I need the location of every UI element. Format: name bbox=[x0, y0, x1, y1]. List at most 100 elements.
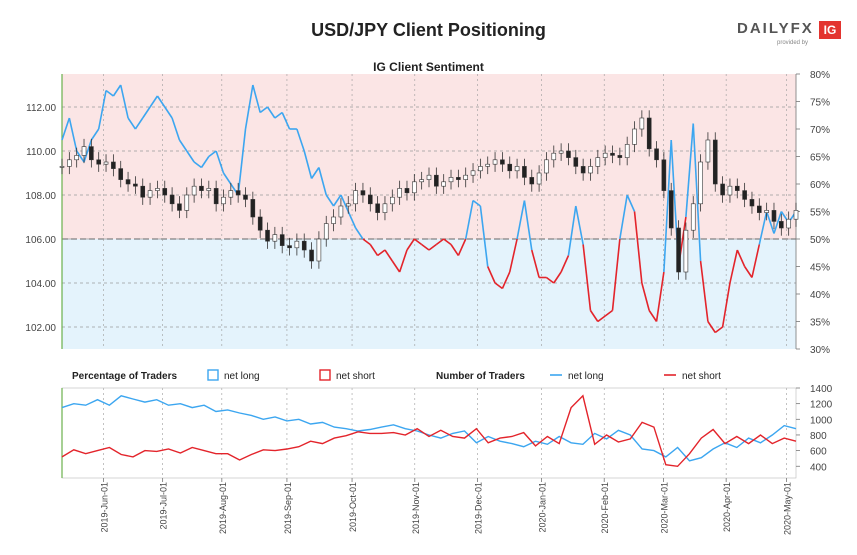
candle-body bbox=[177, 203, 182, 211]
x-tick-label: 2020-May-01 bbox=[783, 482, 793, 535]
sentiment-segment bbox=[171, 117, 181, 141]
sentiment-segment bbox=[479, 205, 489, 267]
legend-net-short-label-2: net short bbox=[682, 371, 721, 382]
sentiment-segment bbox=[508, 238, 518, 273]
candle-body bbox=[81, 146, 87, 156]
candle-body bbox=[661, 159, 667, 191]
sentiment-segment bbox=[362, 238, 371, 246]
y-bottom-tick-label: 1000 bbox=[810, 415, 833, 426]
candle-body bbox=[397, 188, 402, 198]
y-bottom-tick-label: 600 bbox=[810, 447, 827, 458]
legend-net-short-label: net short bbox=[336, 371, 375, 382]
sentiment-segment bbox=[567, 205, 577, 256]
x-tick-label: 2020-Jan-01 bbox=[537, 482, 547, 533]
long-zone-bg bbox=[62, 239, 796, 349]
candle-body bbox=[309, 249, 314, 262]
candle-body bbox=[441, 181, 446, 187]
dailyfx-logo: DAILYFX IG provided by bbox=[737, 18, 849, 48]
candle-body bbox=[771, 210, 777, 222]
candle-body bbox=[544, 159, 549, 174]
candle-body bbox=[155, 188, 160, 191]
sentiment-segment bbox=[369, 244, 379, 256]
sentiment-segment bbox=[435, 238, 445, 246]
sentiment-segment bbox=[252, 84, 261, 113]
candle-body bbox=[434, 174, 439, 187]
x-tick-label: 2019-Nov-01 bbox=[411, 482, 421, 534]
candle-body bbox=[67, 159, 72, 167]
candle-body bbox=[375, 203, 380, 213]
logo-wordmark: DAILYFX bbox=[737, 20, 814, 37]
sentiment-segment bbox=[597, 315, 606, 323]
sentiment-segment bbox=[443, 238, 452, 246]
candle-body bbox=[235, 190, 241, 196]
candle-body bbox=[96, 159, 101, 165]
sentiment-segment bbox=[164, 106, 173, 119]
sentiment-segment bbox=[707, 321, 716, 333]
candle-body bbox=[323, 223, 329, 240]
sentiment-segment bbox=[758, 211, 768, 245]
sentiment-segment bbox=[450, 244, 460, 256]
candle-body bbox=[74, 155, 79, 161]
sentiment-segment bbox=[340, 194, 349, 212]
sentiment-segment bbox=[545, 276, 555, 284]
sentiment-segment bbox=[68, 117, 78, 152]
candle-body bbox=[492, 159, 498, 165]
sentiment-segment bbox=[134, 117, 144, 130]
candle-body bbox=[632, 128, 637, 145]
candle-body bbox=[412, 181, 417, 194]
candle-body bbox=[206, 188, 212, 191]
sentiment-segment bbox=[127, 117, 137, 130]
sentiment-segment bbox=[736, 249, 746, 267]
x-tick-label: 2020-Mar-01 bbox=[659, 482, 669, 534]
candle-body bbox=[470, 170, 476, 176]
sentiment-segment bbox=[310, 167, 320, 179]
sentiment-segment bbox=[751, 244, 761, 278]
candle-body bbox=[243, 194, 248, 200]
candle-body bbox=[228, 190, 234, 198]
candle-body bbox=[588, 166, 593, 174]
legend-net-long-label-2: net long bbox=[568, 371, 604, 382]
y-bottom-tick-label: 1400 bbox=[810, 384, 833, 395]
sentiment-segment bbox=[259, 106, 268, 114]
sentiment-segment bbox=[553, 271, 562, 284]
sentiment-segment bbox=[501, 271, 511, 289]
candle-body bbox=[507, 163, 513, 172]
candle-body bbox=[118, 168, 124, 180]
sentiment-segment bbox=[648, 310, 658, 322]
candle-body bbox=[639, 117, 645, 130]
sentiment-segment bbox=[421, 243, 430, 251]
candle-body bbox=[749, 199, 755, 207]
candle-body bbox=[338, 205, 344, 218]
candle-body bbox=[419, 179, 424, 183]
candle-body bbox=[294, 240, 300, 249]
short-zone-bg bbox=[62, 74, 796, 239]
sentiment-segment bbox=[655, 271, 665, 322]
y-right-tick-label: 70% bbox=[810, 125, 830, 136]
sentiment-segment bbox=[347, 211, 357, 229]
sentiment-segment bbox=[721, 282, 731, 328]
candle-body bbox=[463, 174, 468, 180]
candle-body bbox=[199, 185, 204, 191]
sentiment-segment bbox=[464, 200, 474, 240]
candle-body bbox=[742, 190, 747, 200]
sentiment-segment bbox=[589, 310, 599, 322]
candle-body bbox=[353, 190, 358, 205]
candle-body bbox=[331, 216, 336, 224]
sentiment-segment bbox=[714, 326, 724, 334]
sentiment-segment bbox=[222, 172, 232, 185]
candle-body bbox=[646, 117, 652, 150]
candle-body bbox=[301, 240, 307, 251]
sentiment-segment bbox=[619, 194, 628, 240]
y-right-tick-label: 60% bbox=[810, 180, 830, 191]
sentiment-segment bbox=[406, 238, 415, 251]
candle-body bbox=[573, 157, 579, 167]
candle-body bbox=[617, 155, 623, 158]
candle-body bbox=[184, 194, 190, 211]
candle-body bbox=[757, 205, 762, 213]
sentiment-segment bbox=[773, 211, 783, 234]
series-net-short bbox=[61, 394, 797, 468]
x-tick-label: 2020-Apr-01 bbox=[722, 482, 732, 532]
sentiment-segment bbox=[149, 95, 159, 108]
candle-body bbox=[360, 190, 366, 196]
logo-provided-by: provided by bbox=[777, 40, 809, 46]
